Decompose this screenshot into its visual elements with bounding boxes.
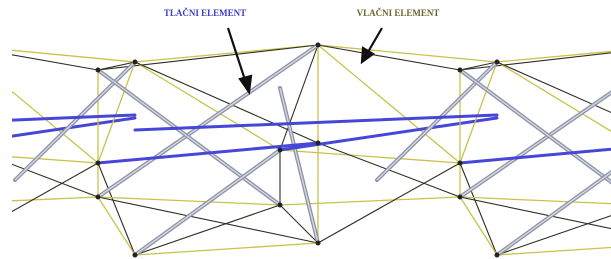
truss: [0, 43, 611, 258]
tension-label: VLAČNI ELEMENT: [357, 8, 440, 18]
compression-label: TLAČNI ELEMENT: [164, 8, 246, 18]
diagram: TLAČNI ELEMENT VLAČNI ELEMENT: [0, 0, 611, 259]
